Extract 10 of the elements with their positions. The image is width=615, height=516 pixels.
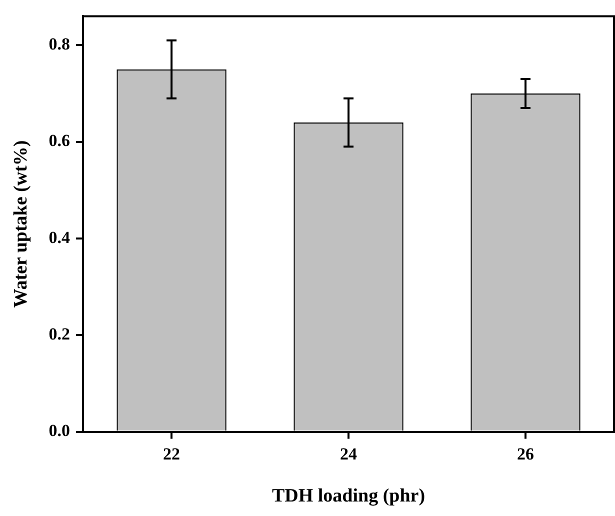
x-tick-label: 26: [517, 444, 534, 464]
y-tick-label: 0.0: [48, 421, 70, 440]
x-axis-title: TDH loading (phr): [272, 486, 426, 507]
y-tick-label: 0.4: [48, 228, 71, 247]
y-tick-label: 0.8: [48, 34, 70, 54]
y-tick-label: 0.6: [48, 131, 70, 150]
y-axis-title: Water uptake (wt%): [10, 140, 32, 308]
y-tick-label: 0.2: [48, 324, 70, 344]
x-tick-label: 22: [163, 444, 180, 464]
x-tick-label: 24: [340, 444, 358, 464]
